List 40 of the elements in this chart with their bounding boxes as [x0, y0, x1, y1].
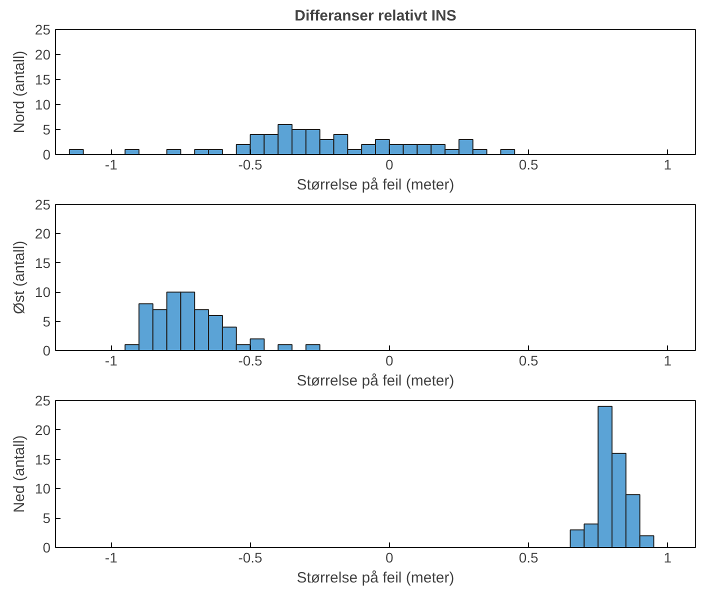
x-tick-label: 0.5 [518, 352, 538, 368]
x-tick-label: -0.5 [238, 550, 263, 566]
x-tick-label: 0 [386, 156, 394, 172]
x-tick-label: -1 [104, 550, 118, 566]
chart-title: Differanser relativt INS [294, 8, 456, 24]
y-tick-label: 25 [34, 392, 51, 408]
y-tick-label: 20 [34, 226, 51, 242]
x-tick-label: 0 [386, 550, 394, 566]
y-tick-label: 15 [34, 254, 51, 271]
y-tick-label: 20 [34, 46, 51, 62]
y-tick-label: 20 [34, 422, 51, 438]
y-tick-label: 15 [34, 451, 51, 468]
y-tick-label: 5 [42, 510, 51, 526]
x-tick-label: -0.5 [238, 352, 263, 368]
y-tick-label: 5 [42, 313, 51, 330]
y-tick-label: 25 [34, 196, 51, 212]
y-axis-title: Ned (antall) [10, 435, 28, 513]
y-axis-title: Nord (antall) [10, 50, 28, 134]
y-tick-label: 15 [34, 72, 51, 88]
x-tick-label: 1 [664, 550, 672, 566]
x-axis-title: Størrelse på feil (meter) [296, 176, 454, 194]
x-tick-label: 0.5 [518, 550, 538, 566]
x-tick-label: 0 [386, 352, 394, 368]
x-tick-label: 0.5 [518, 156, 538, 172]
x-tick-label: 1 [664, 156, 672, 172]
y-tick-label: 0 [42, 540, 51, 556]
x-tick-label: -0.5 [238, 156, 263, 172]
y-tick-label: 0 [42, 146, 51, 162]
y-tick-label: 10 [34, 284, 51, 300]
x-axis-title: Størrelse på feil (meter) [296, 372, 454, 390]
y-tick-label: 5 [42, 122, 51, 138]
x-tick-label: 1 [664, 352, 672, 368]
y-axis-title: Øst (antall) [10, 240, 28, 314]
x-tick-label: -1 [104, 352, 118, 368]
x-tick-label: -1 [104, 156, 118, 172]
y-tick-label: 25 [34, 22, 51, 38]
x-axis-title: Størrelse på feil (meter) [296, 570, 454, 586]
y-tick-label: 0 [42, 342, 51, 358]
y-tick-label: 10 [34, 96, 51, 112]
y-tick-label: 10 [34, 480, 51, 497]
